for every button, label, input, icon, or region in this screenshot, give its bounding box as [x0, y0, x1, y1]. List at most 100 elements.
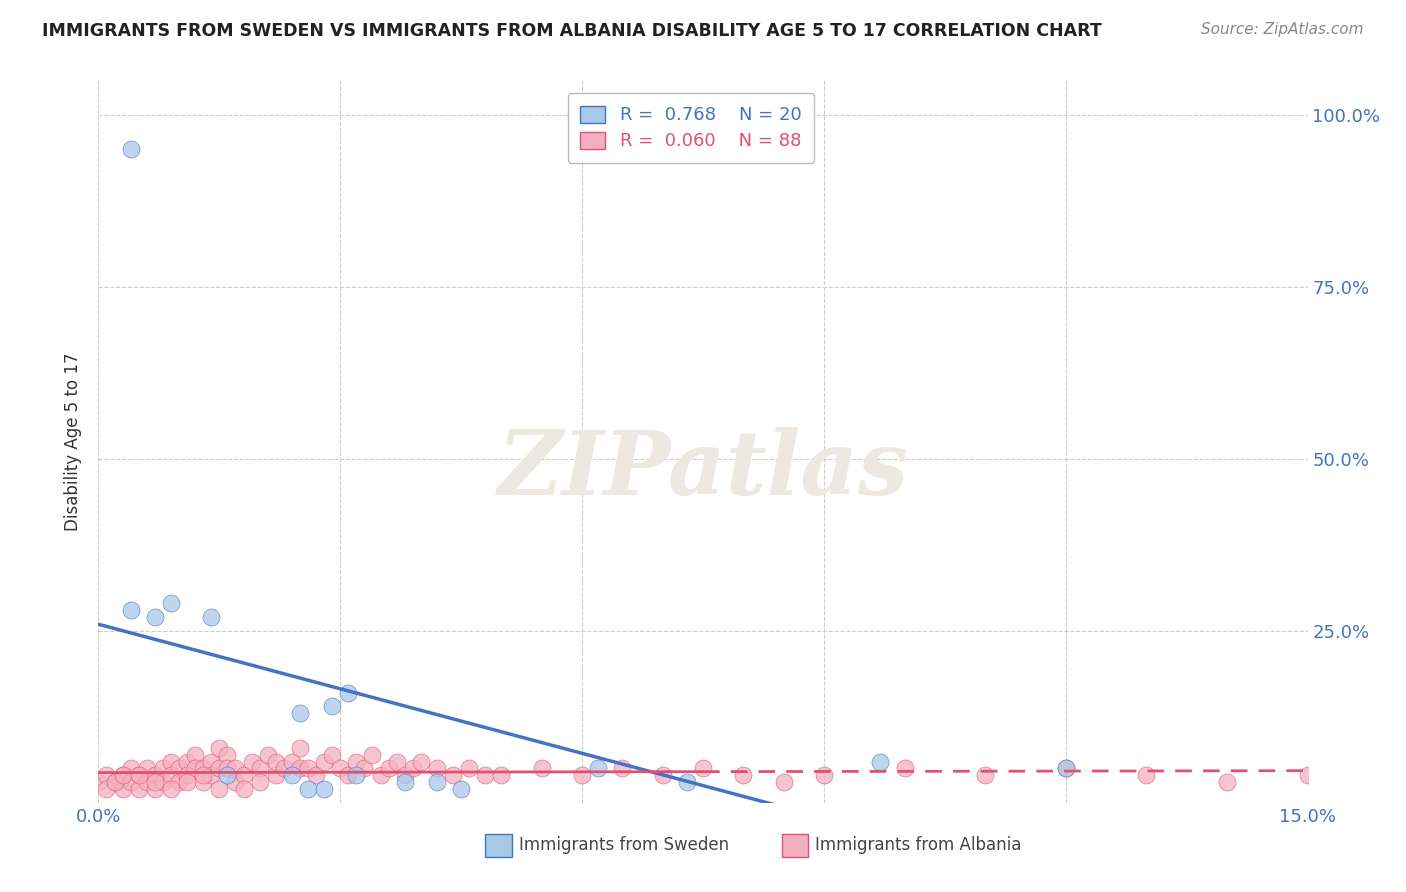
Point [160, 782, 183, 797]
Point [1296, 768, 1319, 782]
Y-axis label: Disability Age 5 to 17: Disability Age 5 to 17 [65, 352, 83, 531]
Point [329, 761, 352, 775]
Point [264, 768, 287, 782]
Point [208, 740, 231, 755]
Point [128, 768, 150, 782]
Point [96, 768, 118, 782]
Point [974, 768, 997, 782]
Point [120, 142, 142, 156]
Point [321, 747, 343, 762]
Point [530, 761, 553, 775]
Point [232, 768, 254, 782]
Point [305, 768, 328, 782]
Point [337, 768, 360, 782]
Point [120, 761, 142, 775]
Point [160, 596, 183, 610]
Point [394, 768, 416, 782]
Point [353, 761, 375, 775]
Point [441, 768, 464, 782]
Point [96, 782, 118, 797]
Point [217, 747, 239, 762]
Point [344, 755, 367, 769]
Point [176, 755, 198, 769]
Point [193, 768, 215, 782]
Point [160, 768, 183, 782]
Point [491, 768, 513, 782]
Point [249, 761, 271, 775]
Point [337, 686, 360, 700]
Point [167, 775, 190, 789]
Point [281, 755, 304, 769]
Point [264, 755, 287, 769]
Point [200, 755, 222, 769]
Point [474, 768, 496, 782]
Point [281, 768, 304, 782]
Point [224, 775, 246, 789]
Point [288, 761, 311, 775]
Point [160, 755, 183, 769]
Point [394, 775, 416, 789]
Point [273, 761, 295, 775]
Point [184, 747, 207, 762]
Point [217, 768, 239, 782]
Point [200, 768, 222, 782]
Point [385, 755, 408, 769]
Point [297, 761, 319, 775]
Point [143, 782, 166, 797]
Point [321, 699, 343, 714]
Point [1135, 768, 1157, 782]
Point [426, 775, 449, 789]
Point [571, 768, 593, 782]
Point [409, 755, 432, 769]
Point [813, 768, 835, 782]
Point [612, 761, 634, 775]
Point [128, 768, 150, 782]
Point [377, 761, 399, 775]
Point [152, 775, 174, 789]
Point [361, 747, 384, 762]
Point [143, 775, 166, 789]
Point [288, 740, 311, 755]
Point [314, 782, 336, 797]
Point [167, 761, 190, 775]
Point [103, 775, 125, 789]
Point [733, 768, 755, 782]
Point [450, 782, 472, 797]
Point [128, 782, 150, 797]
Legend: R =  0.768    N = 20, R =  0.060    N = 88: R = 0.768 N = 20, R = 0.060 N = 88 [568, 93, 814, 163]
Point [217, 761, 239, 775]
Point [208, 782, 231, 797]
Point [111, 768, 134, 782]
Point [288, 706, 311, 721]
Bar [782, 834, 808, 857]
Point [176, 775, 198, 789]
Point [184, 761, 207, 775]
Point [314, 755, 336, 769]
Text: ZIPatlas: ZIPatlas [498, 427, 908, 514]
Point [370, 768, 392, 782]
Point [1054, 761, 1077, 775]
Point [193, 761, 215, 775]
Point [586, 761, 609, 775]
Text: Immigrants from Albania: Immigrants from Albania [815, 837, 1022, 855]
Bar [485, 834, 512, 857]
Text: Source: ZipAtlas.com: Source: ZipAtlas.com [1201, 22, 1364, 37]
Point [458, 761, 481, 775]
Point [249, 775, 271, 789]
Point [1216, 775, 1239, 789]
Point [297, 782, 319, 797]
Point [103, 775, 125, 789]
Point [208, 761, 231, 775]
Point [135, 761, 157, 775]
Point [772, 775, 794, 789]
Text: IMMIGRANTS FROM SWEDEN VS IMMIGRANTS FROM ALBANIA DISABILITY AGE 5 TO 17 CORRELA: IMMIGRANTS FROM SWEDEN VS IMMIGRANTS FRO… [42, 22, 1102, 40]
Point [426, 761, 449, 775]
Point [193, 775, 215, 789]
Text: Immigrants from Sweden: Immigrants from Sweden [519, 837, 730, 855]
Point [143, 610, 166, 624]
Point [402, 761, 425, 775]
Point [135, 775, 157, 789]
Point [344, 768, 367, 782]
Point [176, 768, 198, 782]
Point [240, 755, 263, 769]
